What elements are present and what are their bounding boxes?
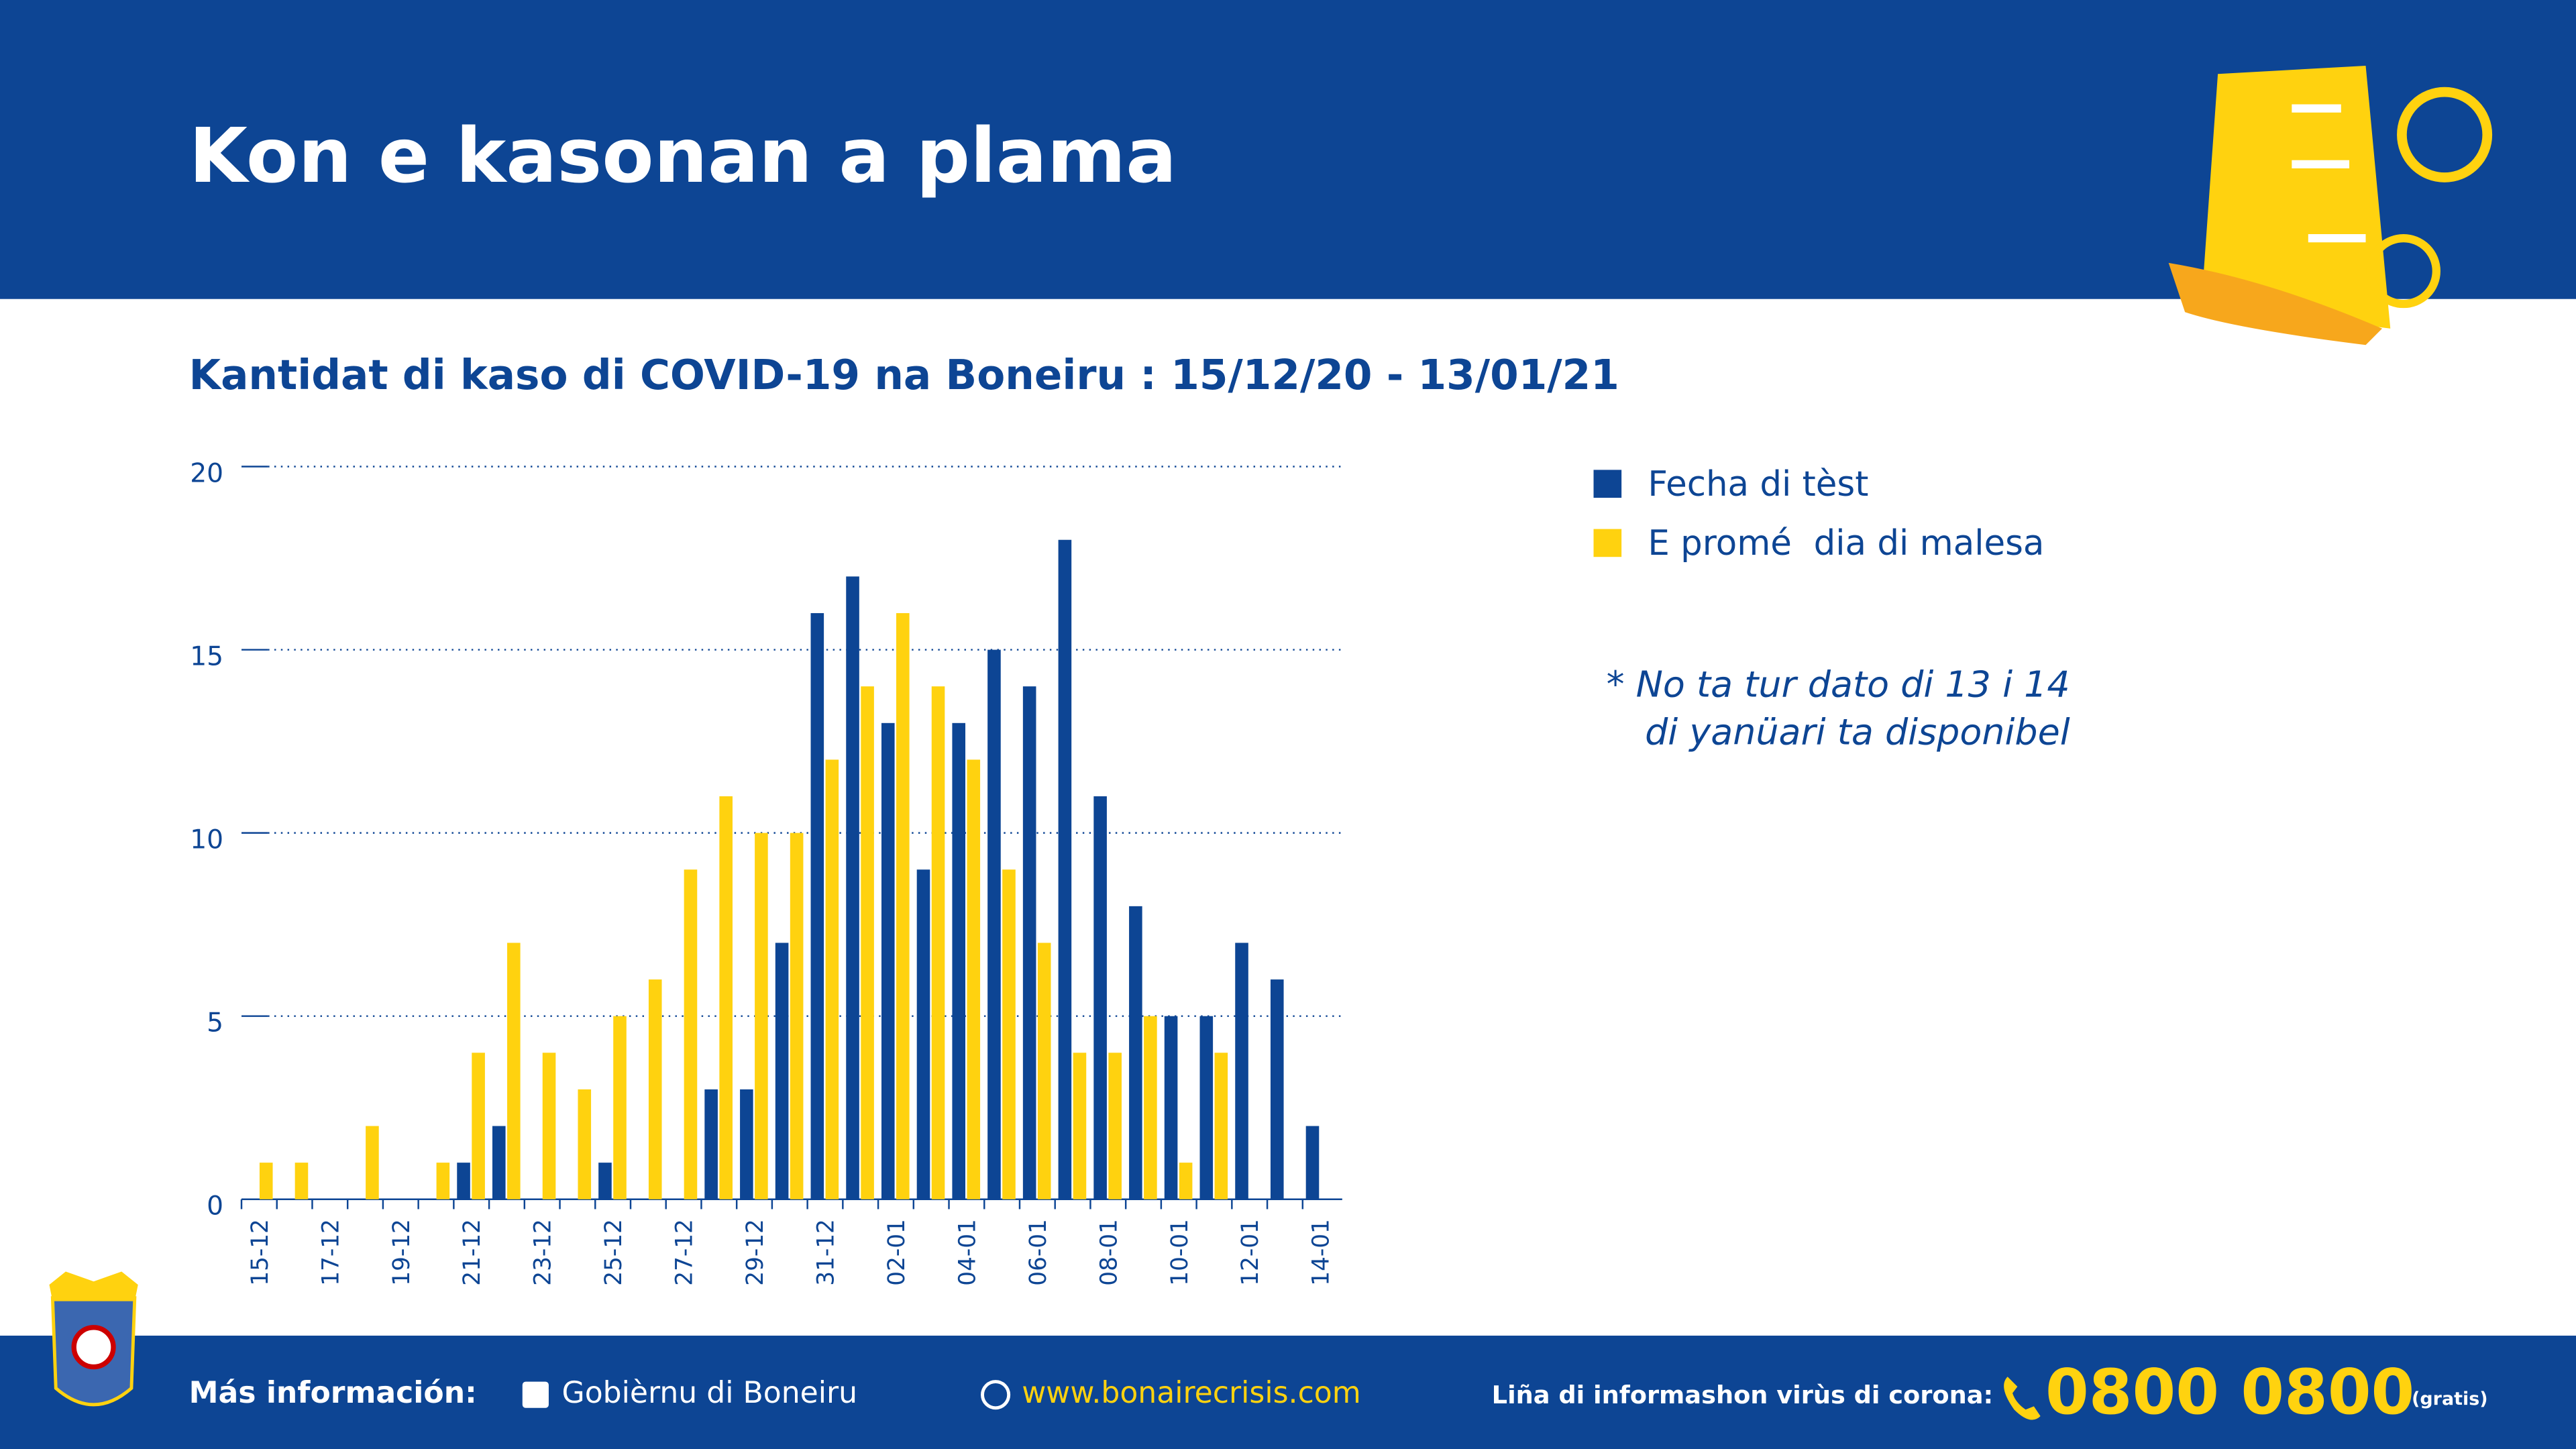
bar (775, 943, 789, 1199)
bar (648, 979, 662, 1199)
bar (1235, 943, 1248, 1199)
bar (1305, 1126, 1320, 1199)
bar (1164, 1016, 1178, 1199)
bar (1002, 869, 1016, 1199)
x-tick-label: 31-12 (813, 1219, 840, 1286)
bar (1144, 1016, 1157, 1199)
bar (1058, 539, 1072, 1199)
bar (1214, 1053, 1228, 1199)
bar (578, 1089, 592, 1199)
bar (704, 1089, 718, 1199)
legend-label: Fecha di tèst (1648, 464, 1868, 504)
bar (1270, 979, 1284, 1199)
bar (719, 796, 733, 1199)
x-tick-label: 15-12 (247, 1219, 274, 1286)
x-tick-label: 10-01 (1167, 1219, 1193, 1286)
bar (846, 576, 859, 1199)
legend-label: E promé dia di malesa (1648, 523, 2044, 564)
y-tick-label: 20 (190, 458, 223, 488)
scroll-icon (2168, 65, 2493, 345)
phone-icon (2004, 1377, 2041, 1420)
x-tick-label: 17-12 (317, 1219, 344, 1286)
bar (825, 759, 839, 1199)
bar (810, 612, 824, 1199)
note: * No ta tur dato di 13 i 14 (1607, 663, 2070, 705)
bar (613, 1016, 627, 1199)
bar (1022, 686, 1036, 1199)
x-tick-label: 12-01 (1237, 1219, 1264, 1286)
footer-label: Más información: (189, 1376, 477, 1410)
bar (896, 612, 910, 1199)
bar (1108, 1053, 1122, 1199)
bar (740, 1089, 753, 1199)
footer-band (0, 1336, 2576, 1449)
x-tick-label: 14-01 (1308, 1219, 1335, 1286)
legend: Fecha di tèst E promé dia di malesa (1593, 464, 2044, 564)
x-tick-label: 04-01 (954, 1219, 981, 1286)
bar (542, 1053, 556, 1199)
bar (861, 686, 874, 1199)
x-tick-label: 08-01 (1095, 1219, 1122, 1286)
bar (1073, 1053, 1087, 1199)
bar (881, 722, 895, 1199)
bar (967, 759, 981, 1199)
facebook-icon (522, 1381, 549, 1408)
note: di yanüari ta disponibel (1645, 710, 2070, 753)
bar (755, 833, 768, 1199)
bar (1199, 1016, 1214, 1199)
hotline-number[interactable]: 0800 0800 (2045, 1356, 2414, 1428)
bar (294, 1163, 309, 1199)
bar (931, 686, 945, 1199)
y-tick-label: 5 (207, 1008, 223, 1038)
bar (1179, 1163, 1193, 1199)
bar (1093, 796, 1107, 1199)
website-link[interactable]: www.bonairecrisis.com (1022, 1376, 1360, 1410)
header-band (0, 0, 2576, 299)
bar (598, 1163, 612, 1199)
coat-of-arms (49, 1271, 138, 1407)
x-tick-label: 19-12 (388, 1219, 415, 1286)
hotline-label: Liña di informashon virùs di corona: (1492, 1381, 1994, 1409)
y-tick-label: 10 (190, 824, 223, 855)
facebook-link[interactable]: Gobièrnu di Boneiru (562, 1376, 858, 1410)
x-tick-label: 06-01 (1025, 1219, 1052, 1286)
bar (436, 1163, 450, 1199)
x-tick-label: 21-12 (459, 1219, 486, 1286)
bar (457, 1163, 470, 1199)
chart-title: Kantidat di kaso di COVID-19 na Boneiru … (189, 352, 1619, 399)
y-tick-label: 15 (190, 641, 223, 672)
bar (790, 833, 804, 1199)
y-tick-label: 0 (207, 1191, 223, 1222)
bar (987, 649, 1001, 1199)
page-title: Kon e kasonan a plama (189, 111, 1177, 200)
hotline-note: (gratis) (2412, 1389, 2487, 1409)
bar (472, 1053, 485, 1199)
legend-swatch (1593, 470, 1622, 498)
x-tick-label: 25-12 (600, 1219, 627, 1286)
bar (507, 943, 521, 1199)
bar (259, 1163, 273, 1199)
bar (492, 1126, 506, 1199)
bar (684, 869, 698, 1199)
bar (1037, 943, 1051, 1199)
globe-icon (981, 1380, 1011, 1410)
legend-swatch (1593, 529, 1622, 557)
x-tick-label: 27-12 (672, 1219, 698, 1286)
x-tick-label: 29-12 (742, 1219, 769, 1286)
bar (366, 1126, 379, 1199)
bar (916, 869, 930, 1199)
bar (1129, 906, 1142, 1199)
x-tick-label: 23-12 (530, 1219, 557, 1286)
bar (952, 722, 966, 1199)
x-tick-label: 02-01 (883, 1219, 910, 1286)
